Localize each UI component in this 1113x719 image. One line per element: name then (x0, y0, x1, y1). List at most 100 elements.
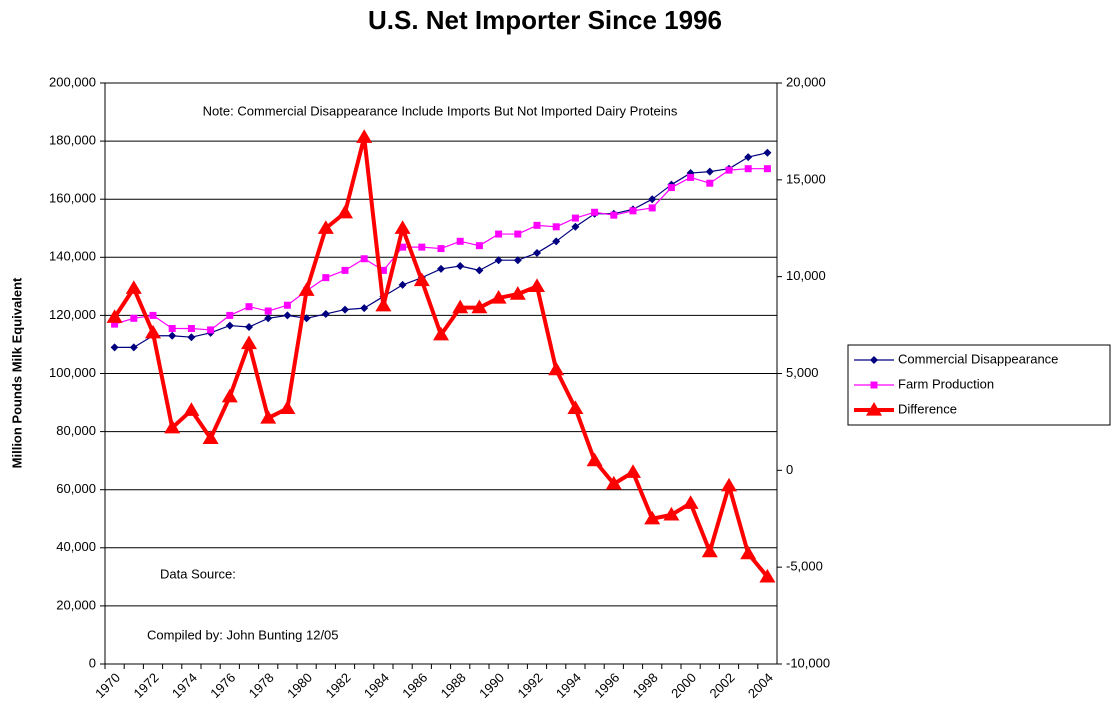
point (721, 477, 737, 492)
point (283, 301, 291, 309)
point (264, 314, 273, 323)
point (260, 410, 277, 424)
point (168, 331, 177, 340)
x-tick-label: 1988 (438, 670, 469, 701)
point (625, 464, 641, 478)
point (495, 230, 503, 238)
point (341, 266, 349, 274)
x-tick-label: 1980 (284, 670, 315, 701)
y2-tick-label: 20,000 (786, 74, 826, 89)
point (375, 297, 392, 312)
point (437, 264, 445, 273)
point (509, 286, 526, 300)
point (360, 304, 369, 313)
point (106, 309, 123, 323)
point (586, 452, 603, 467)
x-tick-label: 1978 (246, 670, 277, 701)
point (571, 214, 579, 222)
point (682, 495, 699, 509)
x-tick-label: 1972 (130, 670, 161, 701)
x-tick-label: 1986 (399, 670, 430, 701)
point (111, 320, 119, 328)
point (130, 314, 138, 322)
point (110, 343, 119, 352)
point (475, 266, 484, 275)
point (552, 223, 560, 231)
point (241, 335, 257, 350)
point (529, 278, 545, 292)
point (433, 326, 449, 341)
point (302, 314, 311, 323)
point (471, 299, 488, 314)
y-tick-label: 0 (89, 655, 96, 670)
point (456, 237, 464, 245)
point (452, 299, 469, 314)
point (337, 204, 353, 219)
annotation: Data Source: (160, 566, 236, 581)
point (870, 381, 878, 389)
y-axis-label: Million Pounds Milk Equivalent (9, 277, 24, 468)
point (514, 230, 522, 238)
point (648, 204, 656, 212)
point (360, 255, 368, 263)
point (687, 173, 695, 181)
point (145, 324, 161, 339)
point (705, 167, 714, 176)
point (740, 545, 757, 560)
point (605, 475, 622, 490)
legend-label: Difference (898, 401, 957, 416)
point (533, 248, 541, 257)
legend-label: Commercial Disappearance (898, 351, 1058, 366)
x-tick-label: 2002 (706, 670, 737, 701)
x-tick-label: 1984 (361, 670, 392, 701)
x-tick-label: 1982 (322, 670, 353, 701)
x-tick-label: 1994 (553, 670, 584, 701)
point (663, 506, 680, 521)
point (321, 309, 330, 318)
point (317, 220, 334, 234)
point (591, 208, 599, 216)
point (283, 311, 292, 320)
x-tick-label: 1998 (630, 670, 661, 701)
point (475, 242, 483, 250)
point (744, 165, 752, 173)
point (648, 195, 657, 204)
point (610, 211, 618, 219)
y2-tick-label: 5,000 (786, 365, 819, 380)
y-tick-label: 120,000 (49, 307, 96, 322)
y-tick-label: 180,000 (49, 133, 96, 148)
point (418, 243, 426, 251)
y2-tick-label: 0 (786, 462, 793, 477)
y-tick-label: 40,000 (56, 539, 96, 554)
point (149, 311, 157, 319)
point (125, 280, 142, 294)
y-tick-label: 140,000 (49, 249, 96, 264)
point (202, 430, 219, 444)
annotation: Note: Commercial Disappearance Include I… (203, 103, 678, 118)
x-tick-label: 2004 (745, 670, 776, 701)
x-tick-label: 1974 (169, 670, 200, 701)
point (413, 272, 430, 287)
point (548, 361, 565, 376)
point (490, 289, 507, 304)
y2-tick-label: 10,000 (786, 268, 826, 283)
y2-tick-label: 15,000 (786, 171, 826, 186)
point (437, 245, 445, 253)
point (706, 179, 714, 187)
y-tick-label: 160,000 (49, 191, 96, 206)
point (129, 343, 138, 352)
point (629, 207, 637, 215)
point (183, 402, 200, 416)
point (399, 243, 407, 251)
point (701, 543, 718, 558)
x-tick-label: 1970 (92, 670, 123, 701)
point (341, 305, 349, 314)
point (356, 129, 373, 143)
point (494, 256, 503, 265)
y-tick-label: 60,000 (56, 481, 96, 496)
point (245, 323, 253, 332)
x-tick-label: 2000 (668, 670, 699, 701)
point (866, 402, 882, 416)
point (207, 326, 215, 334)
